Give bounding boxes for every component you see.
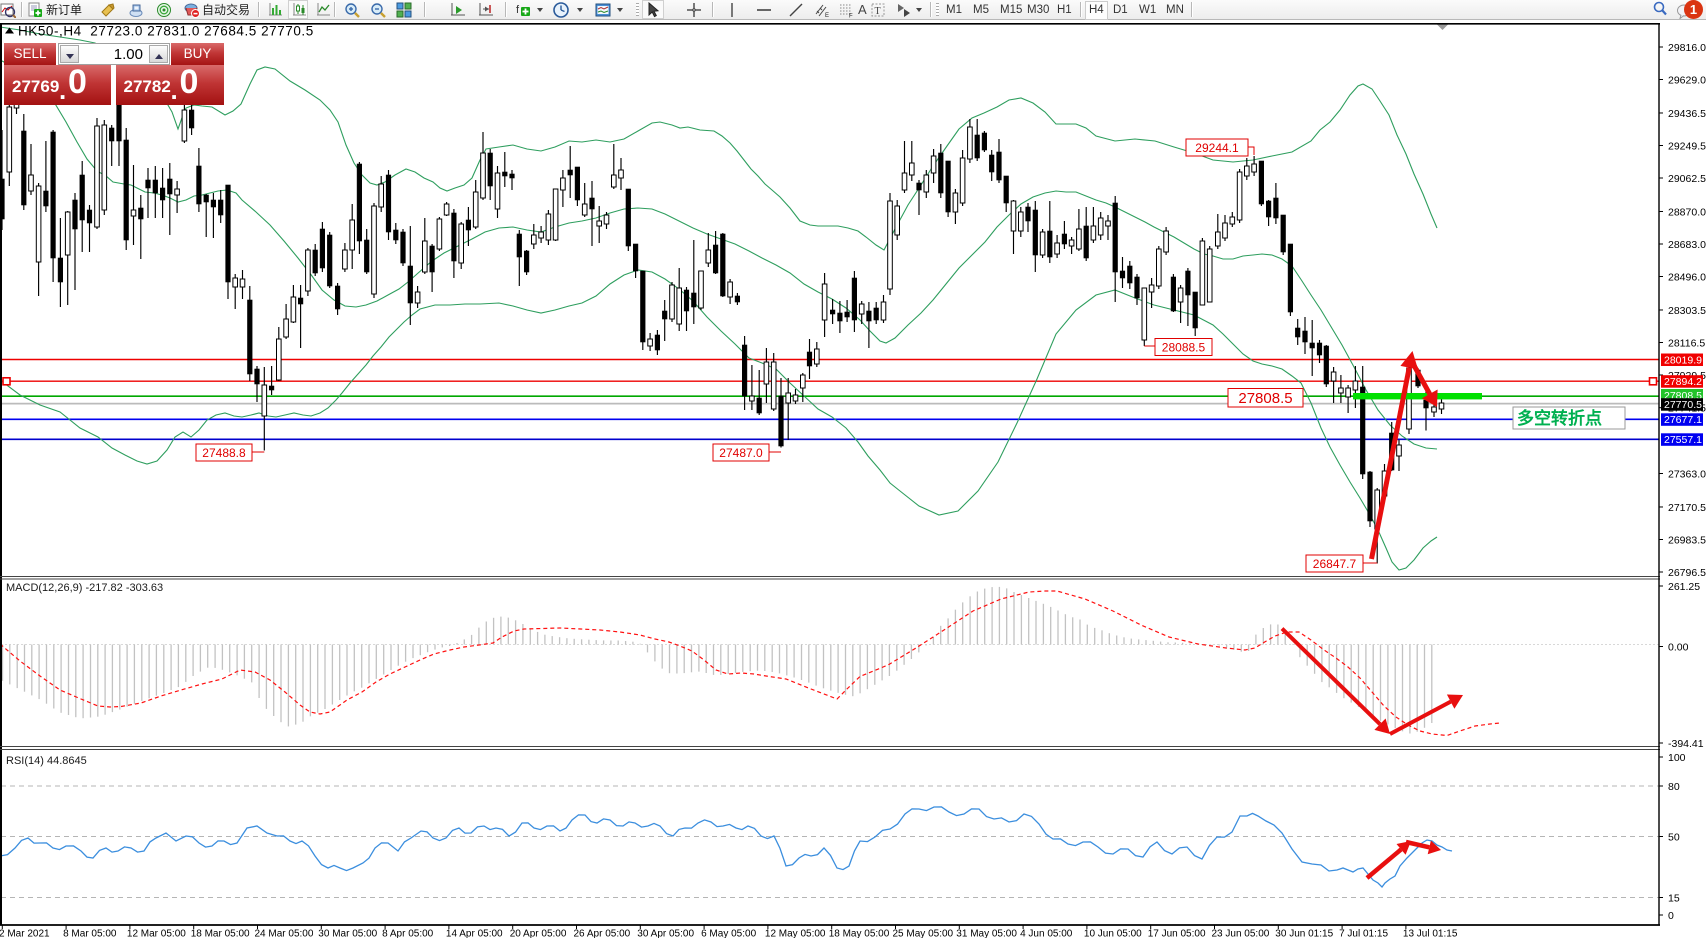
svg-text:8 Mar 05:00: 8 Mar 05:00 (63, 929, 117, 938)
svg-text:27488.8: 27488.8 (202, 446, 246, 460)
svg-text:27770.5: 27770.5 (1664, 399, 1702, 411)
svg-text:261.25: 261.25 (1668, 581, 1700, 593)
svg-text:27677.1: 27677.1 (1664, 414, 1702, 426)
svg-text:20 Apr 05:00: 20 Apr 05:00 (510, 929, 567, 938)
svg-text:30 Apr 05:00: 30 Apr 05:00 (637, 929, 694, 938)
svg-text:MACD(12,26,9) -217.82 -303.63: MACD(12,26,9) -217.82 -303.63 (6, 582, 163, 594)
svg-text:T: T (875, 6, 881, 17)
svg-text:100: 100 (1668, 752, 1686, 764)
svg-text:27170.5: 27170.5 (1668, 502, 1706, 514)
svg-text:28116.5: 28116.5 (1668, 337, 1705, 349)
svg-text:50: 50 (1668, 831, 1680, 843)
svg-text:26983.5: 26983.5 (1668, 534, 1706, 546)
svg-text:29816.0: 29816.0 (1668, 42, 1706, 54)
svg-text:28870.0: 28870.0 (1668, 206, 1706, 218)
svg-text:27487.0: 27487.0 (719, 446, 763, 460)
svg-text:27557.1: 27557.1 (1664, 434, 1702, 446)
svg-text:24 Mar 05:00: 24 Mar 05:00 (255, 929, 314, 938)
svg-text:29249.5: 29249.5 (1668, 140, 1706, 152)
svg-text:28496.0: 28496.0 (1668, 271, 1706, 283)
svg-text:28088.5: 28088.5 (1162, 340, 1206, 354)
svg-text:26796.5: 26796.5 (1668, 567, 1706, 579)
svg-text:29244.1: 29244.1 (1195, 141, 1239, 155)
svg-text:15: 15 (1668, 892, 1680, 904)
svg-text:29062.5: 29062.5 (1668, 173, 1706, 185)
svg-text:29436.5: 29436.5 (1668, 108, 1706, 120)
svg-text:6 May 05:00: 6 May 05:00 (701, 929, 756, 938)
svg-text:-394.41: -394.41 (1668, 738, 1704, 750)
svg-text:28683.0: 28683.0 (1668, 239, 1706, 251)
svg-text:HK50-,H4 27723.0 27831.0 2768: HK50-,H4 27723.0 27831.0 27684.5 27770.5 (18, 24, 314, 39)
svg-text:4 Jun 05:00: 4 Jun 05:00 (1020, 929, 1073, 938)
svg-text:27363.0: 27363.0 (1668, 468, 1706, 480)
svg-text:26 Apr 05:00: 26 Apr 05:00 (574, 929, 631, 938)
svg-text:F: F (849, 14, 853, 19)
svg-text:17 Jun 05:00: 17 Jun 05:00 (1148, 929, 1206, 938)
svg-text:27808.5: 27808.5 (1238, 390, 1292, 407)
svg-text:多空转折点: 多空转折点 (1517, 408, 1602, 428)
svg-text:14 Apr 05:00: 14 Apr 05:00 (446, 929, 503, 938)
svg-text:8 Apr 05:00: 8 Apr 05:00 (382, 929, 434, 938)
svg-text:E: E (825, 13, 829, 18)
svg-text:12 May 05:00: 12 May 05:00 (765, 929, 826, 938)
svg-text:30 Mar 05:00: 30 Mar 05:00 (318, 929, 377, 938)
svg-text:27894.2: 27894.2 (1664, 376, 1702, 388)
svg-text:18 May 05:00: 18 May 05:00 (829, 929, 890, 938)
svg-text:18 Mar 05:00: 18 Mar 05:00 (191, 929, 250, 938)
svg-text:7 Jul 01:15: 7 Jul 01:15 (1339, 929, 1388, 938)
svg-text:0.00: 0.00 (1668, 641, 1689, 653)
svg-text:10 Jun 05:00: 10 Jun 05:00 (1084, 929, 1142, 938)
svg-text:28303.5: 28303.5 (1668, 305, 1706, 317)
svg-text:23 Jun 05:00: 23 Jun 05:00 (1212, 929, 1270, 938)
svg-text:30 Jun 01:15: 30 Jun 01:15 (1275, 929, 1333, 938)
svg-text:f: f (516, 4, 520, 16)
svg-text:80: 80 (1668, 781, 1680, 793)
svg-text:2 Mar 2021: 2 Mar 2021 (0, 929, 50, 938)
svg-text:29629.0: 29629.0 (1668, 74, 1706, 86)
svg-text:RSI(14) 44.8645: RSI(14) 44.8645 (6, 755, 87, 767)
svg-text:12 Mar 05:00: 12 Mar 05:00 (127, 929, 186, 938)
svg-text:0: 0 (1668, 910, 1674, 922)
svg-text:26847.7: 26847.7 (1313, 557, 1357, 571)
svg-text:31 May 05:00: 31 May 05:00 (956, 929, 1017, 938)
svg-text:28019.9: 28019.9 (1664, 354, 1702, 366)
svg-text:25 May 05:00: 25 May 05:00 (893, 929, 954, 938)
svg-text:13 Jul 01:15: 13 Jul 01:15 (1403, 929, 1458, 938)
